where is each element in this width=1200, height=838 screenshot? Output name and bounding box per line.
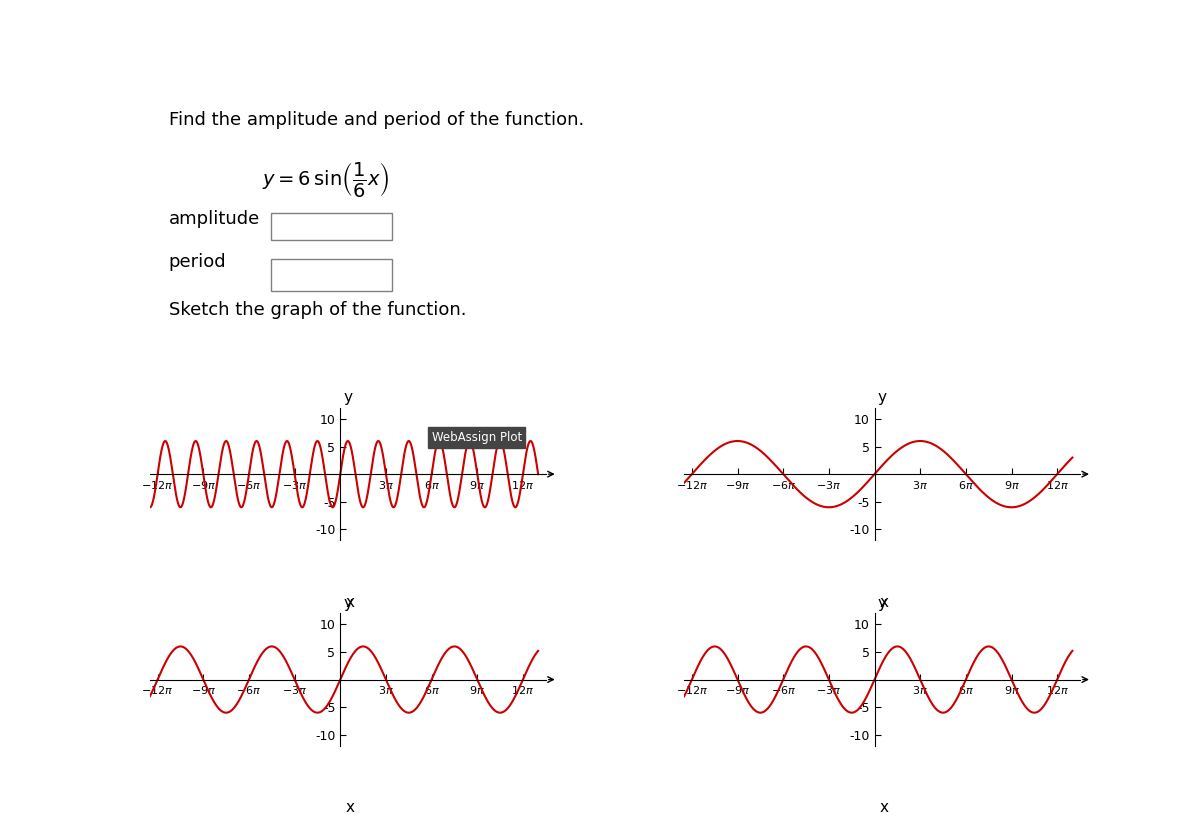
- Text: y: y: [343, 596, 353, 611]
- Text: Find the amplitude and period of the function.: Find the amplitude and period of the fun…: [168, 111, 584, 129]
- FancyBboxPatch shape: [271, 213, 391, 240]
- FancyBboxPatch shape: [271, 259, 391, 291]
- Text: amplitude: amplitude: [168, 210, 260, 229]
- Text: x: x: [880, 595, 888, 610]
- Text: Sketch the graph of the function.: Sketch the graph of the function.: [168, 301, 466, 319]
- Text: x: x: [346, 800, 354, 815]
- Text: y: y: [343, 391, 353, 406]
- Text: period: period: [168, 252, 227, 271]
- Text: x: x: [880, 800, 888, 815]
- Text: x: x: [346, 595, 354, 610]
- Text: WebAssign Plot: WebAssign Plot: [432, 431, 522, 444]
- Text: $y = 6\,\sin\!\left(\dfrac{1}{6}x\right)$: $y = 6\,\sin\!\left(\dfrac{1}{6}x\right)…: [262, 160, 389, 199]
- Text: y: y: [877, 596, 887, 611]
- Text: y: y: [877, 391, 887, 406]
